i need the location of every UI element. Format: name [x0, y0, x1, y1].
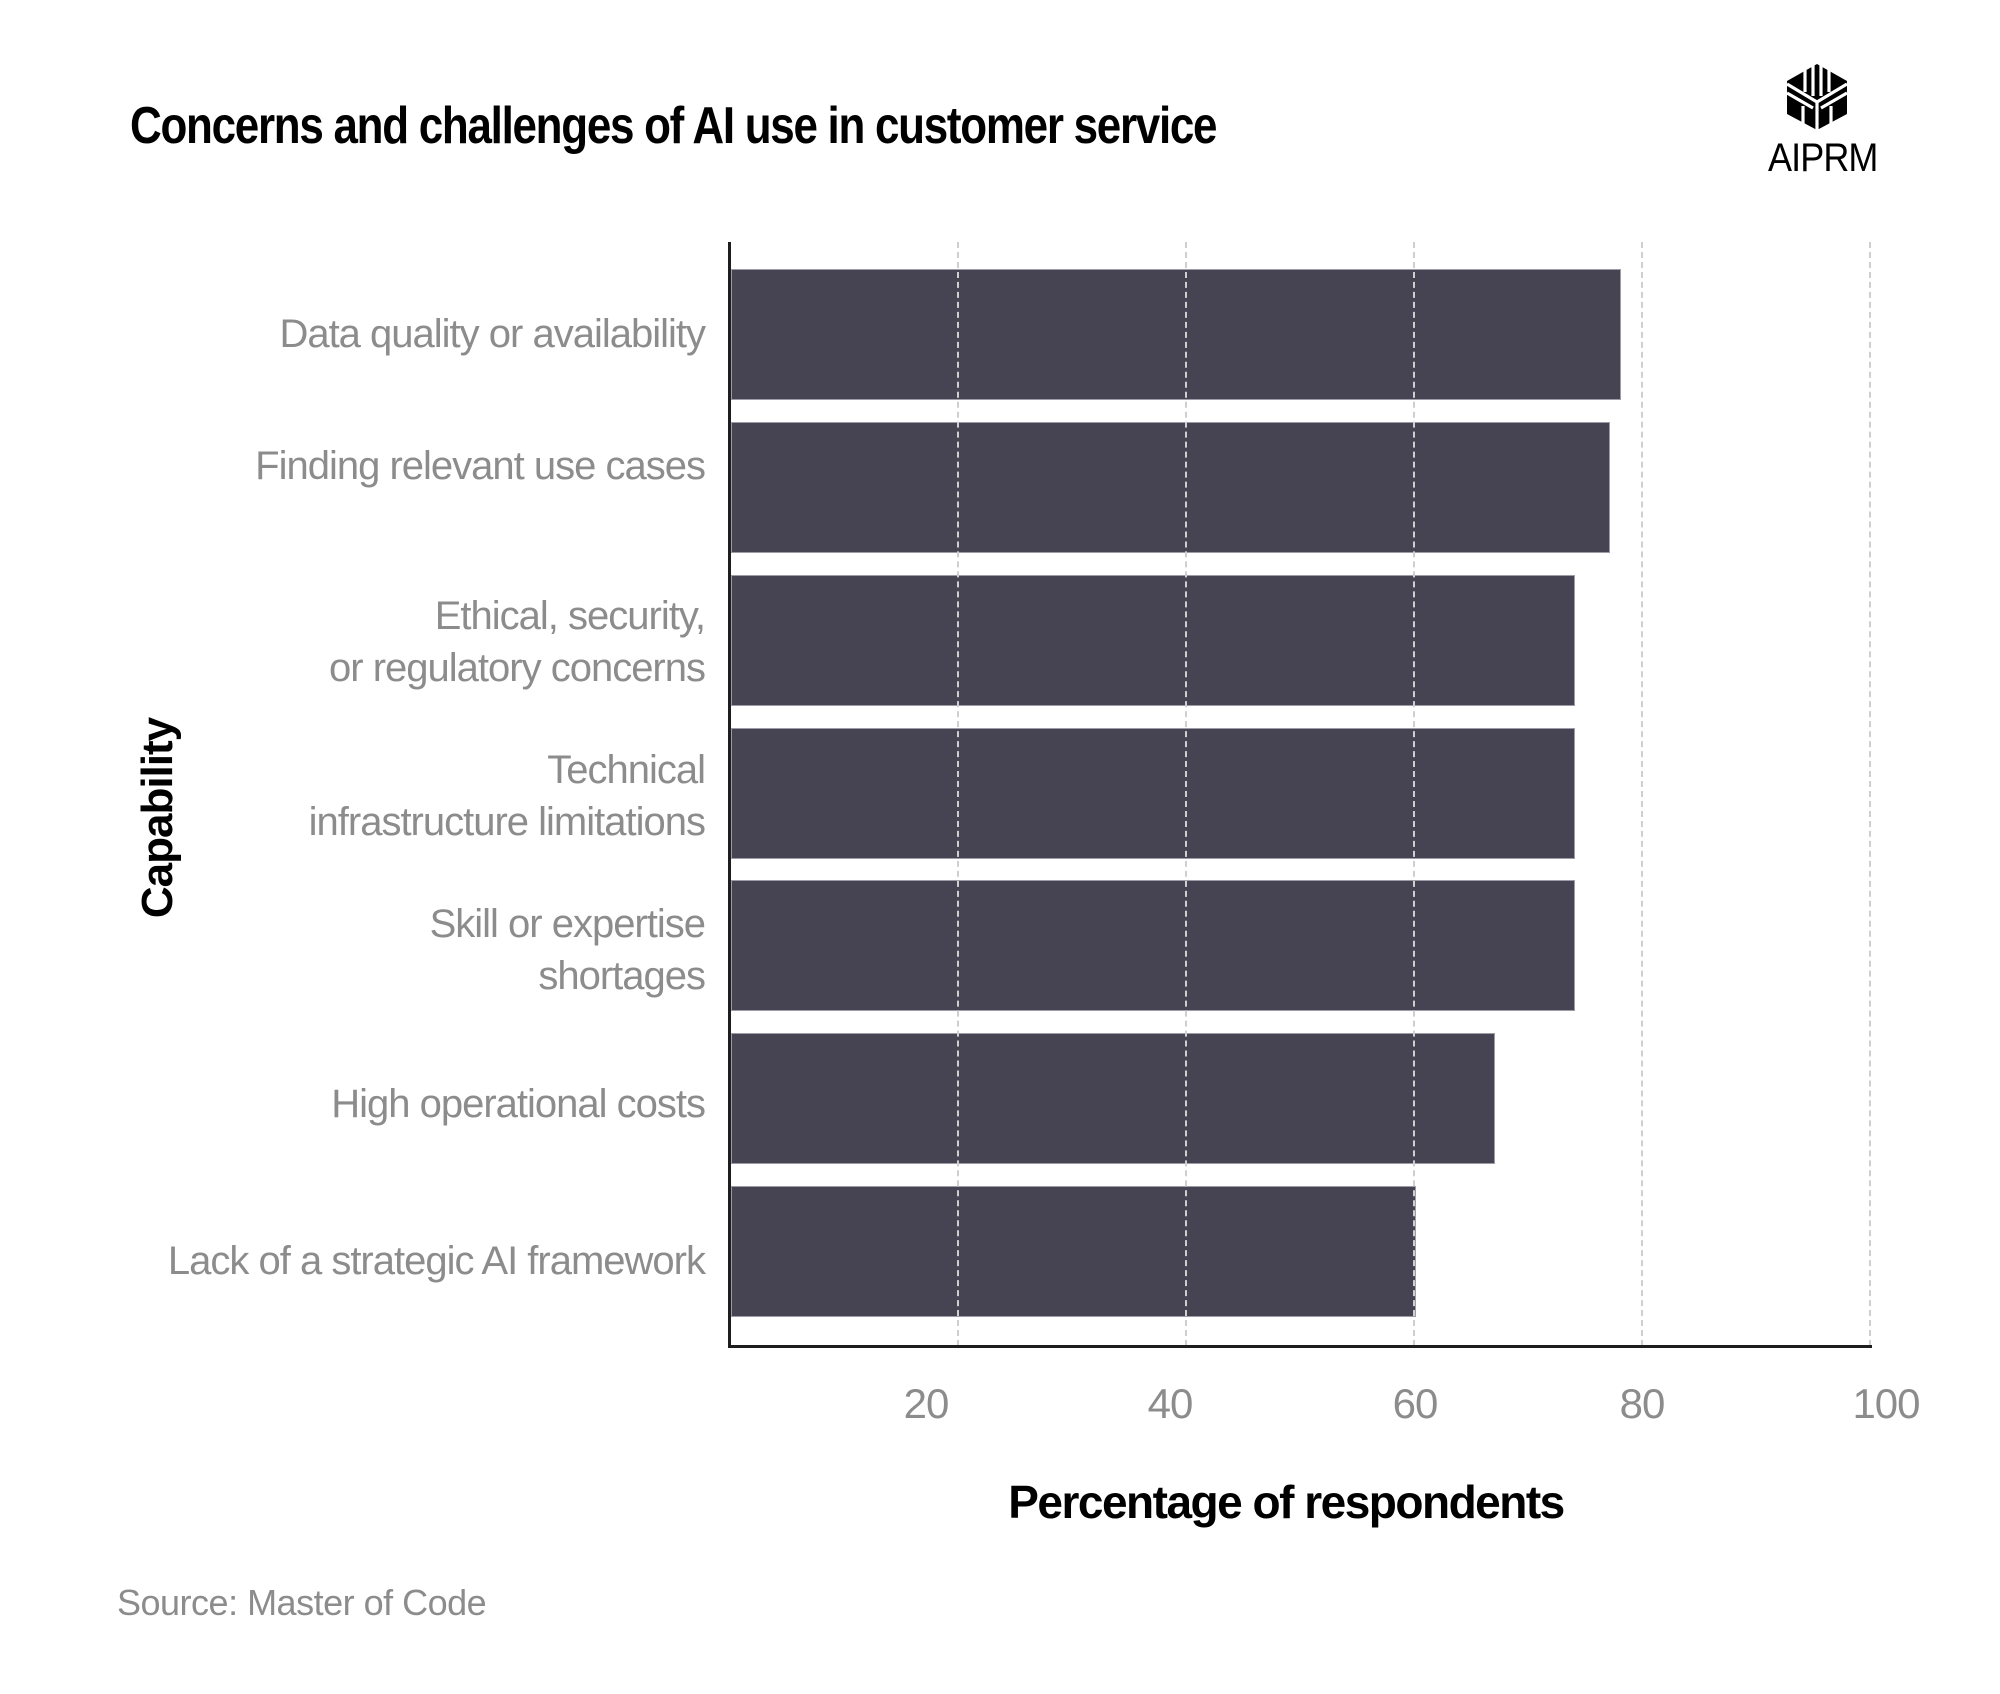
bar: [731, 1186, 1416, 1317]
x-axis-title: Percentage of respondents: [1008, 1476, 1565, 1528]
x-axis-line: [728, 1345, 1872, 1348]
category-label: Data quality or availability: [279, 312, 706, 356]
bar: [731, 575, 1575, 706]
category-label: Skill or expertise shortages: [429, 902, 706, 998]
source-note: Source: Master of Code: [117, 1582, 487, 1623]
bar: [731, 880, 1575, 1011]
y-axis-line: [728, 242, 731, 1348]
bar: [731, 1033, 1495, 1164]
gridline-100: [1869, 242, 1871, 1346]
aiprm-logo: AIPRM: [1762, 58, 1882, 183]
category-label: High operational costs: [331, 1082, 706, 1126]
category-label: Lack of a strategic AI framework: [167, 1239, 706, 1283]
aiprm-hexagon-logo-icon: [1786, 64, 1848, 130]
category-label: Technical infrastructure limitations: [308, 748, 706, 844]
bar: [731, 422, 1610, 553]
x-tick-label: 80: [1619, 1380, 1666, 1427]
gridline-40: [1185, 242, 1187, 1346]
logo-text: AIPRM: [1768, 136, 1878, 180]
category-label: Ethical, security, or regulatory concern…: [329, 594, 706, 690]
x-tick-label: 60: [1392, 1380, 1439, 1427]
gridline-60: [1413, 242, 1415, 1346]
gridline-20: [957, 242, 959, 1346]
x-tick-label: 100: [1852, 1380, 1920, 1427]
category-label: Finding relevant use cases: [255, 444, 706, 488]
bar: [731, 728, 1575, 859]
gridline-80: [1641, 242, 1643, 1346]
x-tick-label: 40: [1147, 1380, 1194, 1427]
chart-title: Concerns and challenges of AI use in cus…: [130, 97, 1218, 155]
x-tick-label: 20: [903, 1380, 950, 1427]
bar: [731, 269, 1621, 400]
